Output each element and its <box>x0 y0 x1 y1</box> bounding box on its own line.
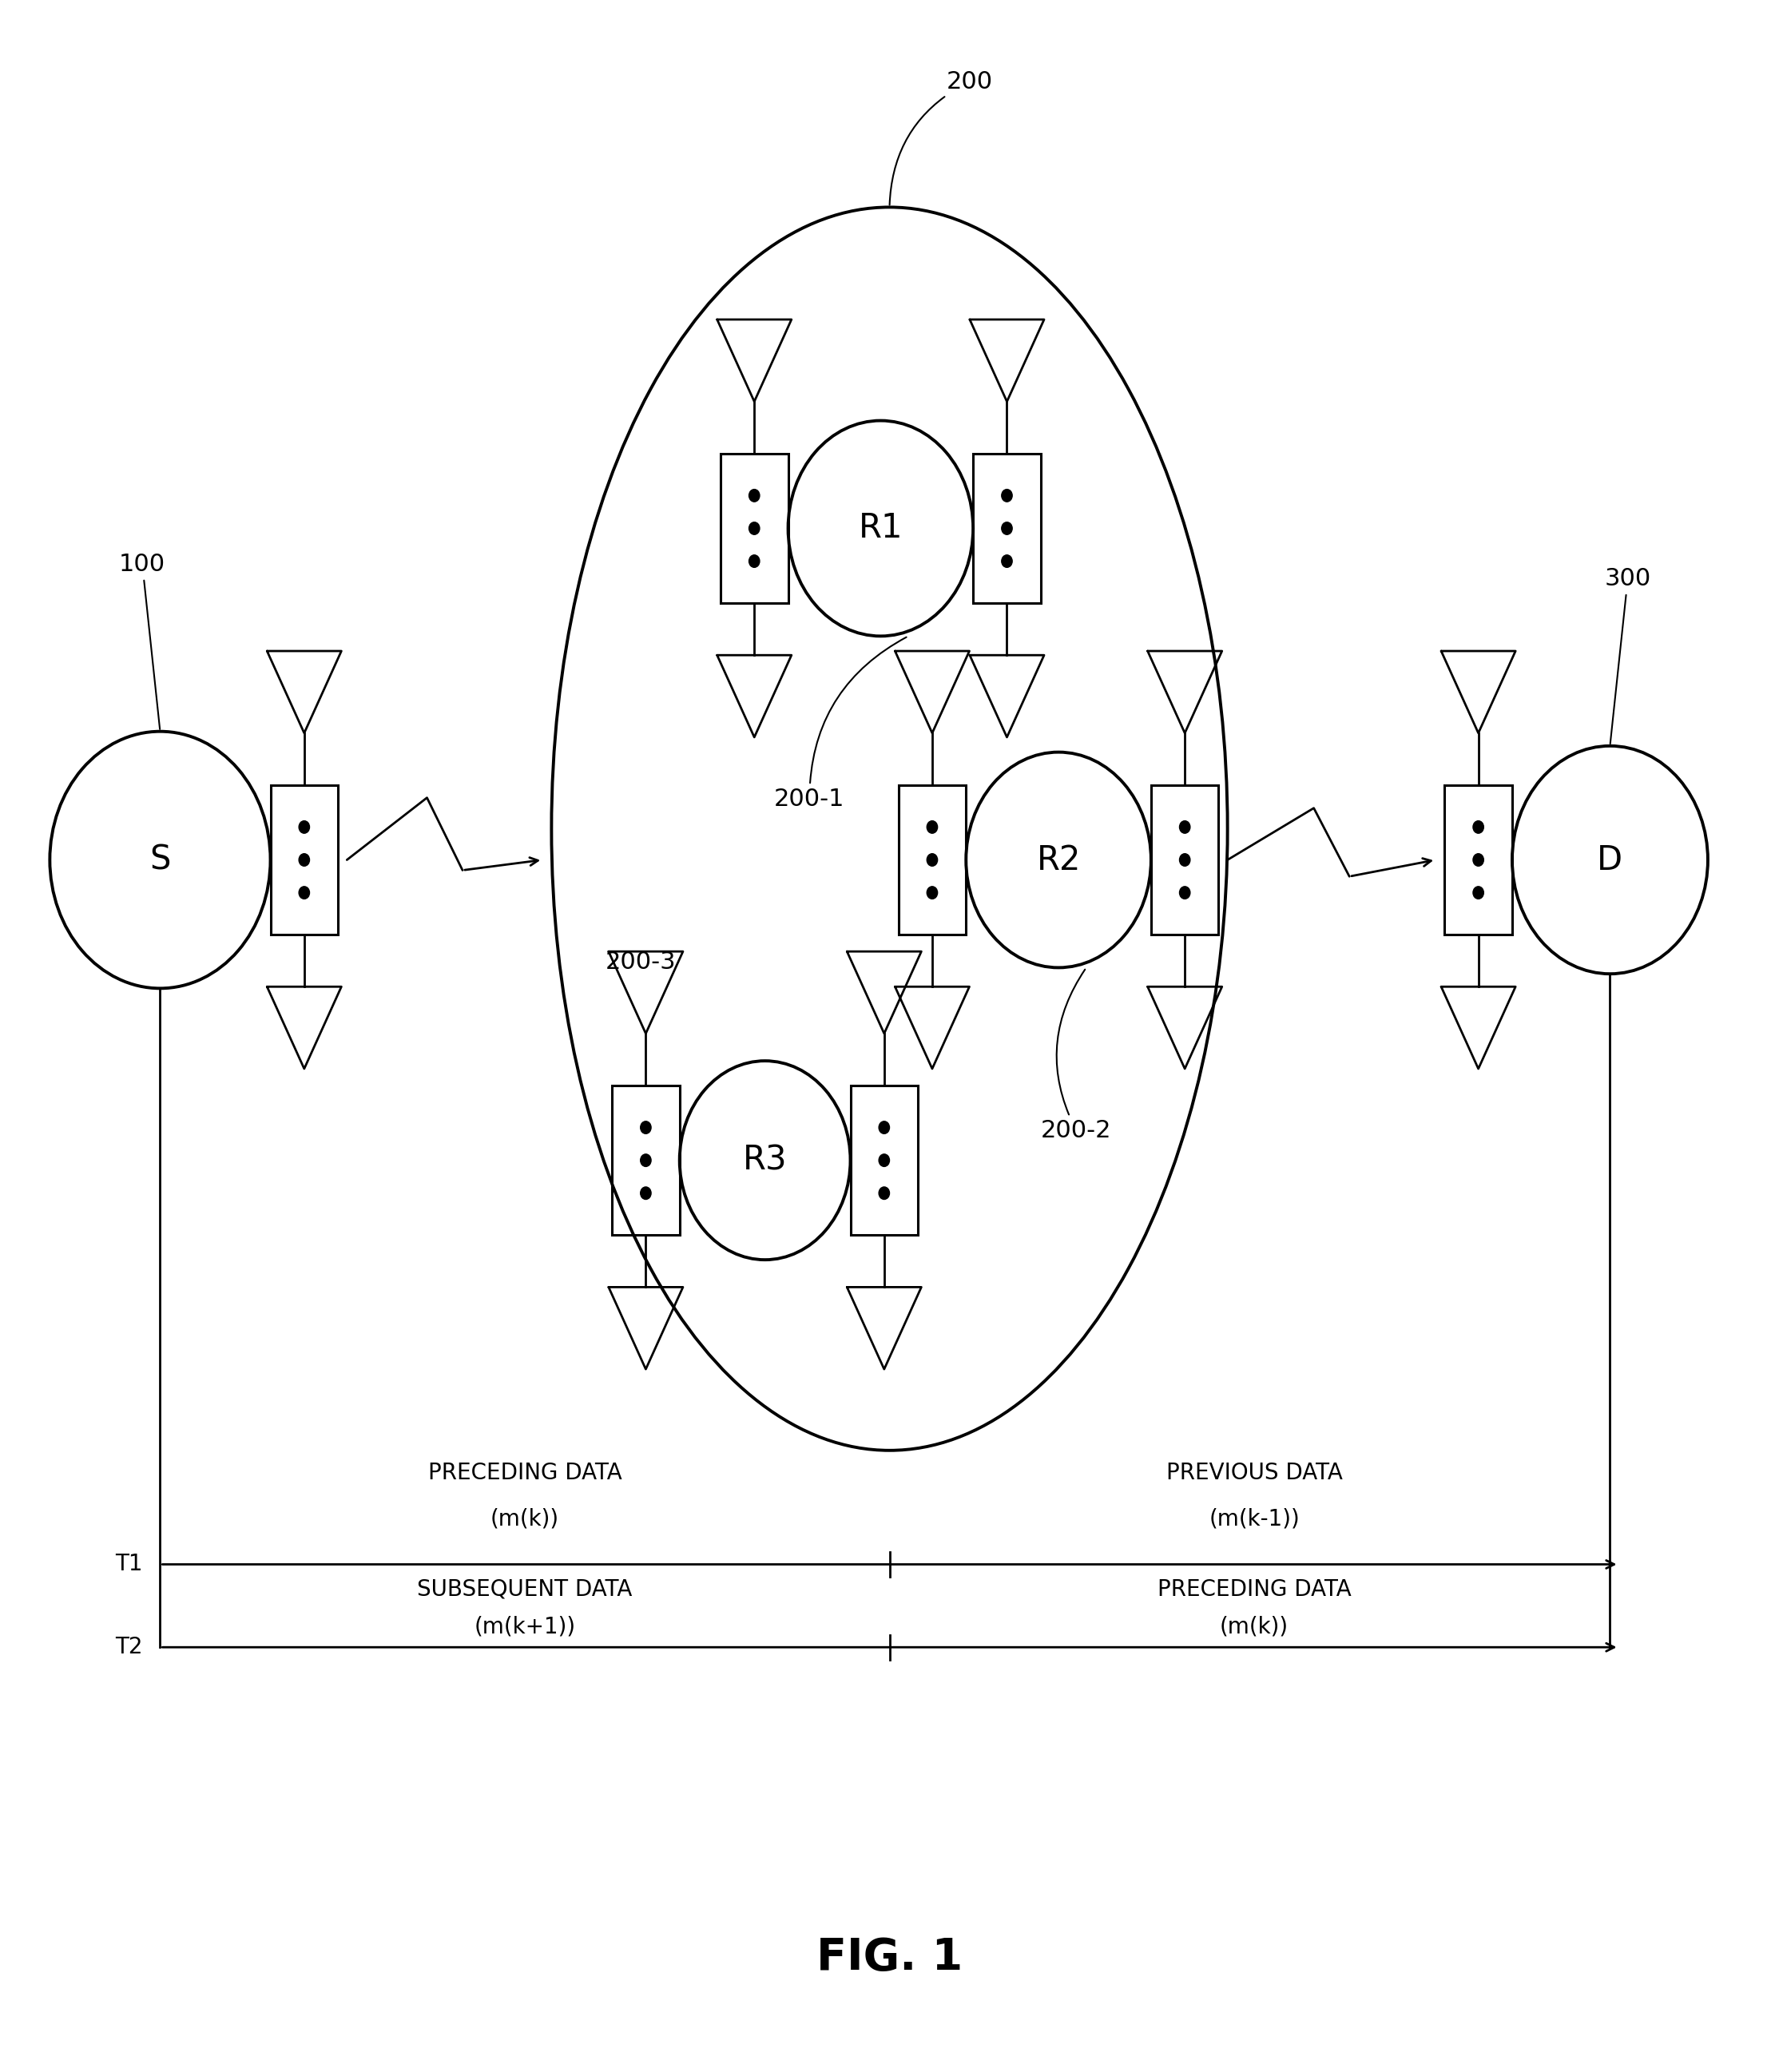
Circle shape <box>749 555 760 568</box>
Text: FIG. 1: FIG. 1 <box>817 1937 962 1979</box>
Text: PRECEDING DATA: PRECEDING DATA <box>427 1463 623 1484</box>
Text: T2: T2 <box>116 1637 142 1658</box>
Text: 200-3: 200-3 <box>605 951 676 974</box>
Circle shape <box>879 1187 890 1200</box>
Text: (m(k)): (m(k)) <box>1220 1616 1288 1637</box>
Text: (m(k+1)): (m(k+1)) <box>473 1616 576 1637</box>
Circle shape <box>1473 821 1484 833</box>
Text: 200-2: 200-2 <box>1041 970 1112 1142</box>
Bar <box>1445 785 1512 934</box>
Bar <box>720 454 788 603</box>
Circle shape <box>879 1121 890 1133</box>
Text: SUBSEQUENT DATA: SUBSEQUENT DATA <box>418 1579 632 1600</box>
Text: T1: T1 <box>116 1554 142 1575</box>
Circle shape <box>927 821 938 833</box>
Bar <box>270 785 338 934</box>
Circle shape <box>1002 522 1012 535</box>
Circle shape <box>879 1154 890 1167</box>
Circle shape <box>1473 887 1484 899</box>
Circle shape <box>299 887 310 899</box>
Text: 100: 100 <box>119 553 165 729</box>
Text: R2: R2 <box>1037 843 1080 876</box>
Bar <box>612 1086 680 1235</box>
Circle shape <box>299 821 310 833</box>
Text: S: S <box>149 843 171 876</box>
Circle shape <box>927 854 938 866</box>
Text: R3: R3 <box>744 1144 786 1177</box>
Circle shape <box>749 522 760 535</box>
Circle shape <box>1179 854 1190 866</box>
Text: (m(k-1)): (m(k-1)) <box>1208 1508 1300 1529</box>
Text: PRECEDING DATA: PRECEDING DATA <box>1156 1579 1352 1600</box>
Circle shape <box>1179 821 1190 833</box>
Circle shape <box>640 1187 651 1200</box>
Circle shape <box>1179 887 1190 899</box>
Bar <box>973 454 1041 603</box>
Circle shape <box>749 489 760 501</box>
Circle shape <box>1002 555 1012 568</box>
Circle shape <box>1473 854 1484 866</box>
Text: PREVIOUS DATA: PREVIOUS DATA <box>1165 1463 1343 1484</box>
Bar <box>898 785 966 934</box>
Circle shape <box>927 887 938 899</box>
Text: 300: 300 <box>1605 568 1651 744</box>
Text: (m(k)): (m(k)) <box>491 1508 559 1529</box>
Text: 200-1: 200-1 <box>774 638 906 810</box>
Circle shape <box>640 1121 651 1133</box>
Text: 200: 200 <box>890 70 993 205</box>
Circle shape <box>1002 489 1012 501</box>
Text: D: D <box>1598 843 1622 876</box>
Circle shape <box>299 854 310 866</box>
Bar <box>1151 785 1219 934</box>
Bar <box>850 1086 918 1235</box>
Text: R1: R1 <box>859 512 902 545</box>
Circle shape <box>640 1154 651 1167</box>
